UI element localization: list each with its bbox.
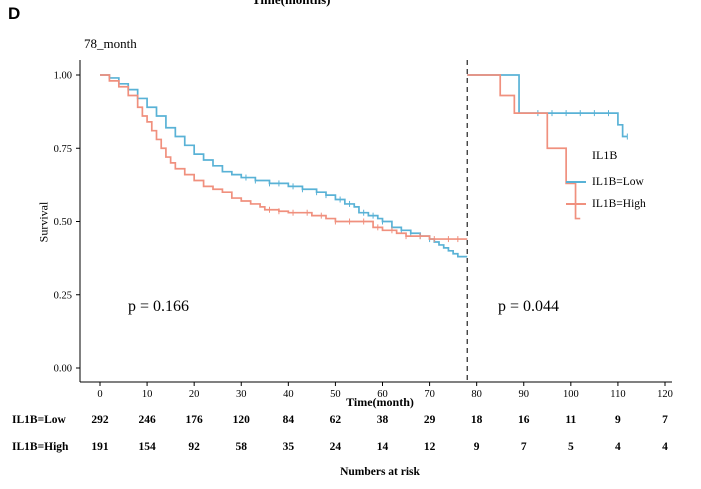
x-tick-label: 50 xyxy=(330,389,341,400)
risk-value: 11 xyxy=(565,414,577,426)
plot-title: 78_month xyxy=(84,36,137,51)
risk-value: 14 xyxy=(376,441,389,453)
survival-curve-il1b-low xyxy=(467,74,628,138)
p-value-right: p = 0.044 xyxy=(498,298,560,315)
x-tick-label: 110 xyxy=(610,389,625,400)
legend-swatch-1 xyxy=(566,202,586,206)
survival-curve-il1b-low xyxy=(100,74,468,258)
risk-row-il1b-high: IL1B=High 191 154 92 58 35 24 14 12 9 7 5 4 4 xyxy=(0,441,701,457)
risk-value: 62 xyxy=(329,414,342,426)
x-tick-label: 60 xyxy=(377,389,388,400)
x-tick-label: 40 xyxy=(283,389,294,400)
p-value-left: p = 0.166 xyxy=(128,298,190,315)
risk-value: 16 xyxy=(518,414,530,426)
y-tick-label: 0.75 xyxy=(54,144,72,155)
survival-curve-il1b-high xyxy=(467,74,581,220)
risk-value: 35 xyxy=(282,441,295,453)
x-tick-label: 0 xyxy=(97,389,102,400)
legend: IL1B IL1B=Low IL1B=High xyxy=(566,148,696,215)
risk-value: 176 xyxy=(185,414,203,426)
risk-value: 9 xyxy=(473,441,480,453)
legend-label-low: IL1B=Low xyxy=(592,176,644,188)
y-tick-label: 0.00 xyxy=(54,364,72,375)
risk-value: 292 xyxy=(91,414,109,426)
risk-value: 4 xyxy=(662,441,668,453)
risk-value: 154 xyxy=(138,441,156,453)
x-tick-label: 10 xyxy=(142,389,153,400)
risk-value: 29 xyxy=(423,414,436,426)
risk-value: 246 xyxy=(138,414,156,426)
y-tick-label: 1.00 xyxy=(54,71,72,82)
x-tick-label: 70 xyxy=(424,389,435,400)
legend-title: IL1B xyxy=(592,148,618,162)
risk-row-label: IL1B=Low xyxy=(12,414,66,426)
y-tick-label: 0.25 xyxy=(54,290,72,301)
risk-value: 38 xyxy=(376,414,389,426)
legend-swatch-0 xyxy=(566,180,586,184)
x-tick-label: 100 xyxy=(563,389,579,400)
risk-value: 12 xyxy=(423,441,436,453)
risk-row-il1b-low: IL1B=Low 292 246 176 120 84 62 38 29 18 16 11 9 7 xyxy=(0,414,701,430)
risk-value: 7 xyxy=(662,414,668,426)
risk-table-caption: Numbers at risk xyxy=(340,466,420,478)
x-tick-label: 20 xyxy=(189,389,200,400)
legend-label-high: IL1B=High xyxy=(592,198,646,210)
risk-value: 4 xyxy=(615,441,621,453)
risk-value: 7 xyxy=(520,441,527,453)
risk-value: 84 xyxy=(282,414,295,426)
risk-value: 5 xyxy=(567,441,574,453)
x-tick-label: 120 xyxy=(657,389,673,400)
y-tick-label: 0.50 xyxy=(54,217,72,228)
risk-value: 24 xyxy=(329,441,342,453)
x-tick-label: 30 xyxy=(236,389,247,400)
risk-value: 9 xyxy=(615,414,621,426)
risk-row-label: IL1B=High xyxy=(12,441,69,453)
legend-entry-low: IL1B=Low xyxy=(566,171,696,193)
survival-curve-il1b-high xyxy=(100,74,468,240)
risk-value: 92 xyxy=(188,441,200,453)
risk-value: 58 xyxy=(235,441,248,453)
cropped-axis-text-above: Time(months) xyxy=(252,0,330,8)
risk-value: 18 xyxy=(470,414,483,426)
legend-entry-high: IL1B=High xyxy=(566,193,696,215)
x-axis-label: Time(month) xyxy=(346,395,414,409)
panel-label: D xyxy=(8,4,21,23)
y-axis-label: Survival xyxy=(36,201,51,243)
risk-value: 191 xyxy=(91,441,109,453)
x-tick-label: 90 xyxy=(519,389,530,400)
risk-value: 120 xyxy=(232,414,250,426)
x-tick-label: 80 xyxy=(471,389,482,400)
